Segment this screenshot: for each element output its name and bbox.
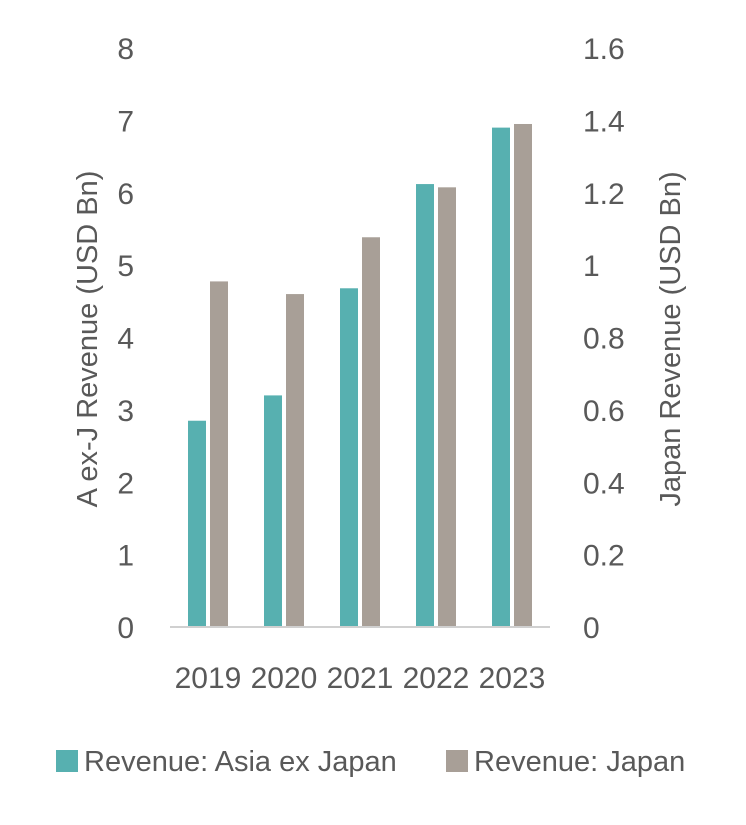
right-tick-label: 1.4 xyxy=(583,105,625,138)
bar-japan-2022 xyxy=(438,187,456,627)
left-tick-label: 6 xyxy=(117,178,134,211)
left-tick-label: 8 xyxy=(117,33,134,66)
bar-japan-2021 xyxy=(362,237,380,627)
right-tick-label: 0.4 xyxy=(583,467,625,500)
x-tick-label: 2022 xyxy=(403,662,470,695)
x-tick-label: 2019 xyxy=(175,662,242,695)
right-tick-label: 1 xyxy=(583,250,600,283)
left-tick-label: 0 xyxy=(117,612,134,645)
left-axis-ticks: 0 1 2 3 4 5 6 7 8 xyxy=(117,33,134,645)
left-tick-label: 1 xyxy=(117,540,134,573)
legend-label-japan: Revenue: Japan xyxy=(474,746,685,778)
left-axis-title: A ex-J Revenue (USD Bn) xyxy=(72,171,104,508)
x-tick-label: 2020 xyxy=(251,662,318,695)
right-tick-label: 1.2 xyxy=(583,178,625,211)
bar-asia-ex-japan-2023 xyxy=(492,127,510,628)
x-tick-label: 2021 xyxy=(327,662,394,695)
left-tick-label: 7 xyxy=(117,105,134,138)
legend-label-asia-ex-japan: Revenue: Asia ex Japan xyxy=(84,746,397,778)
left-tick-label: 3 xyxy=(117,395,134,428)
right-axis-ticks: 0 0.2 0.4 0.6 0.8 1 1.2 1.4 1.6 xyxy=(583,33,625,645)
legend-swatch-asia-ex-japan xyxy=(56,750,78,772)
right-tick-label: 0 xyxy=(583,612,600,645)
right-tick-label: 1.6 xyxy=(583,33,625,66)
right-axis-title: Japan Revenue (USD Bn) xyxy=(655,171,687,506)
bar-asia-ex-japan-2021 xyxy=(340,288,358,627)
right-tick-label: 0.8 xyxy=(583,323,625,356)
legend: Revenue: Asia ex Japan Revenue: Japan xyxy=(56,746,685,778)
left-tick-label: 5 xyxy=(117,250,134,283)
legend-swatch-japan xyxy=(446,750,468,772)
right-tick-label: 0.2 xyxy=(583,540,625,573)
right-tick-label: 0.6 xyxy=(583,395,625,428)
bar-asia-ex-japan-2022 xyxy=(416,184,434,627)
bar-asia-ex-japan-2020 xyxy=(264,395,282,627)
x-axis-ticks: 2019 2020 2021 2022 2023 xyxy=(175,662,546,695)
bars xyxy=(188,123,532,628)
left-tick-label: 4 xyxy=(117,323,134,356)
bar-asia-ex-japan-2019 xyxy=(188,420,206,627)
bar-japan-2020 xyxy=(286,294,304,627)
bar-japan-2019 xyxy=(210,281,228,627)
bar-japan-2023 xyxy=(514,123,532,628)
x-tick-label: 2023 xyxy=(479,662,546,695)
left-tick-label: 2 xyxy=(117,467,134,500)
